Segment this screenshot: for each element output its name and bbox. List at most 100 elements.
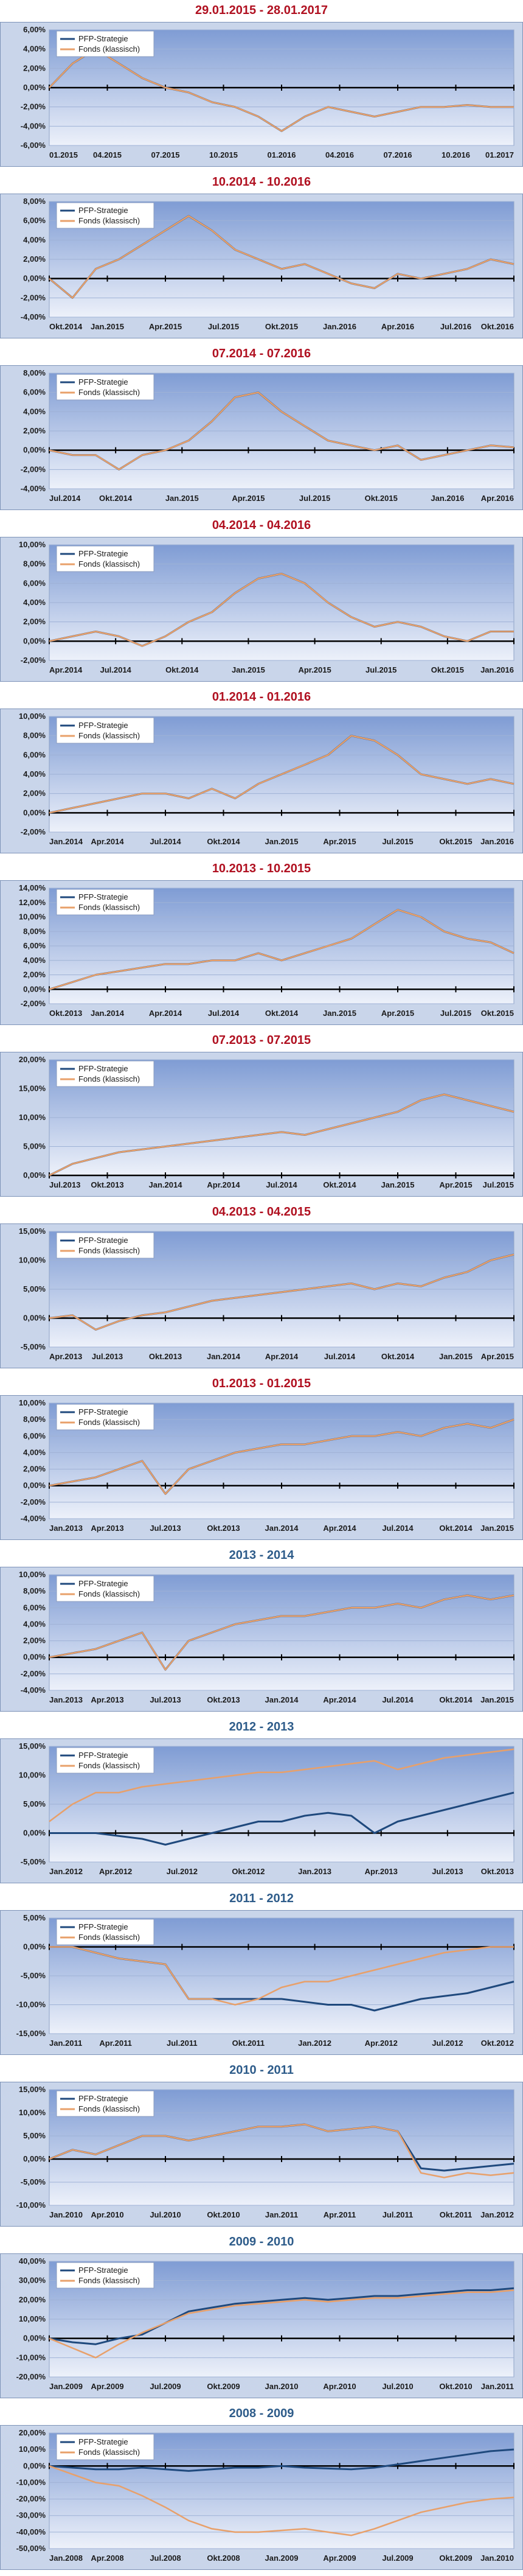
x-tick-label: Okt.2013 — [207, 1524, 240, 1533]
x-tick-label: Jan.2015 — [439, 1352, 473, 1361]
x-tick-label: Apr.2013 — [49, 1352, 82, 1361]
chart-panel: 8,00% 6,00% 4,00% 2,00% 0,00% -2,00% -4,00% Okt… — [0, 194, 523, 338]
x-tick-label: Jan.2012 — [49, 1867, 83, 1876]
chart-title: 2013 - 2014 — [229, 1549, 294, 1562]
y-tick-label: 0,00% — [23, 1314, 46, 1323]
x-tick-label: Jul.2011 — [167, 2039, 198, 2048]
chart-panel: 10,00% 8,00% 6,00% 4,00% 2,00% 0,00% -2,00% Jan… — [0, 709, 523, 853]
x-tick-label: Jan.2013 — [298, 1867, 331, 1876]
x-tick-label: Jul.2012 — [167, 1867, 198, 1876]
x-tick-label: Jan.2015 — [480, 1524, 514, 1533]
y-tick-label: -2,00% — [21, 656, 46, 665]
x-tick-label: Jan.2014 — [91, 1009, 125, 1018]
y-tick-label: -2,00% — [21, 827, 46, 836]
x-tick-label: Jul.2013 — [49, 1180, 80, 1189]
y-tick-label: -50,00% — [16, 2544, 46, 2553]
y-tick-label: 5,00% — [23, 1913, 46, 1922]
x-tick-label: Jan.2016 — [480, 665, 514, 674]
y-tick-label: -4,00% — [21, 121, 46, 130]
legend-label: Fonds (klassisch) — [78, 388, 140, 397]
legend-box — [56, 1232, 154, 1259]
y-tick-label: 2,00% — [23, 63, 46, 72]
x-tick-label: Jul.2016 — [440, 322, 471, 331]
chart-block: 04.2014 - 04.2016 10,00% 8,00% 6,00% 4,00% 2,… — [0, 515, 523, 683]
chart-block: 2012 - 2013 15,00% 10,00% 5,00% 0,00% -5,00% J… — [0, 1717, 523, 1885]
x-tick-label: Jul.2015 — [382, 837, 413, 846]
x-tick-label: Jan.2015 — [265, 837, 299, 846]
legend-label: PFP-Strategie — [78, 1751, 128, 1760]
y-tick-label: 8,00% — [23, 731, 46, 740]
y-tick-label: -2,00% — [21, 1669, 46, 1678]
x-tick-label: Apr.2013 — [365, 1867, 398, 1876]
line-chart: 5,00% 0,00% -5,00% -10,00% -15,00%Jan.2011 Ap… — [16, 1913, 514, 2048]
chart-block: 10.2014 - 10.2016 8,00% 6,00% 4,00% 2,00% 0,0… — [0, 172, 523, 340]
x-tick-label: Jan.2015 — [91, 322, 124, 331]
x-tick-label: 01.2016 — [268, 150, 296, 159]
x-tick-label: Okt.2013 — [481, 1867, 514, 1876]
y-tick-label: 5,00% — [23, 1284, 46, 1293]
y-tick-label: 20,00% — [19, 2295, 46, 2304]
chart-panel: 14,00% 12,00% 10,00% 8,00% 6,00% 4,00% 2,00% 0,… — [0, 880, 523, 1025]
x-tick-label: Okt.2013 — [207, 1695, 240, 1704]
y-tick-label: 4,00% — [23, 598, 46, 607]
legend-box — [56, 545, 154, 572]
y-tick-label: -5,00% — [21, 1857, 46, 1866]
y-tick-label: 10,00% — [19, 912, 46, 922]
x-tick-label: Jan.2009 — [265, 2553, 299, 2563]
x-tick-label: Jul.2010 — [382, 2382, 413, 2391]
x-tick-label: Apr.2012 — [365, 2039, 398, 2048]
line-chart: 14,00% 12,00% 10,00% 8,00% 6,00% 4,00% 2,00% 0,… — [19, 883, 514, 1018]
y-tick-label: 12,00% — [19, 898, 46, 907]
x-tick-label: 04.2016 — [325, 150, 354, 159]
x-tick-label: 01.2017 — [485, 150, 514, 159]
x-tick-label: Jan.2016 — [323, 322, 356, 331]
chart-block: 2013 - 2014 10,00% 8,00% 6,00% 4,00% 2,00% 0,0… — [0, 1545, 523, 1713]
chart-panel: 10,00% 8,00% 6,00% 4,00% 2,00% 0,00% -2,00% Apr… — [0, 537, 523, 682]
x-tick-label: Apr.2014 — [49, 665, 83, 674]
y-tick-label: -4,00% — [21, 1685, 46, 1695]
chart-panel: 10,00% 8,00% 6,00% 4,00% 2,00% 0,00% -2,00% -4,… — [0, 1395, 523, 1540]
legend-box — [56, 889, 154, 915]
x-tick-label: Okt.2014 — [49, 322, 83, 331]
x-tick-label: Jul.2010 — [150, 2210, 181, 2219]
y-tick-label: 2,00% — [23, 970, 46, 979]
y-tick-label: -40,00% — [16, 2527, 46, 2536]
legend-label: PFP-Strategie — [78, 892, 128, 901]
x-tick-label: Apr.2015 — [481, 1352, 514, 1361]
x-tick-label: Jul.2015 — [299, 494, 330, 503]
y-tick-label: 2,00% — [23, 1465, 46, 1474]
x-tick-label: Okt.2014 — [265, 1009, 299, 1018]
legend-box — [56, 2262, 154, 2289]
legend-label: PFP-Strategie — [78, 549, 128, 558]
legend-box — [56, 30, 154, 57]
legend-label: PFP-Strategie — [78, 1236, 128, 1245]
x-tick-label: 01.2015 — [49, 150, 78, 159]
legend-label: Fonds (klassisch) — [78, 559, 140, 569]
legend-label: PFP-Strategie — [78, 34, 128, 43]
x-tick-label: Jan.2014 — [265, 1695, 299, 1704]
x-tick-label: Jul.2015 — [440, 1009, 471, 1018]
x-tick-label: Jul.2013 — [432, 1867, 463, 1876]
legend-label: Fonds (klassisch) — [78, 216, 140, 225]
y-tick-label: 4,00% — [23, 44, 46, 54]
series-line-fund — [49, 1253, 514, 1331]
chart-title: 29.01.2015 - 28.01.2017 — [195, 4, 328, 17]
line-chart: 10,00% 8,00% 6,00% 4,00% 2,00% 0,00% -2,00% -4,… — [19, 1398, 514, 1533]
y-tick-label: 0,00% — [23, 274, 46, 283]
x-tick-label: Jan.2011 — [49, 2039, 82, 2048]
y-tick-label: 6,00% — [23, 750, 46, 759]
y-tick-label: 5,00% — [23, 2131, 46, 2140]
y-tick-label: -10,00% — [16, 2477, 46, 2487]
series-line-fund — [49, 2465, 514, 2536]
chart-panel: 40,00% 30,00% 20,00% 10,00% 0,00% -10,00% -20,… — [0, 2253, 523, 2398]
legend-label: Fonds (klassisch) — [78, 1074, 140, 1083]
x-tick-label: Okt.2014 — [439, 1524, 473, 1533]
x-tick-label: Jul.2011 — [383, 2210, 414, 2219]
y-tick-label: 0,00% — [23, 984, 46, 993]
chart-title: 2010 - 2011 — [229, 2063, 294, 2077]
chart-panel: 6,00% 4,00% 2,00% 0,00% -2,00% -4,00% -6,00% 01… — [0, 22, 523, 167]
